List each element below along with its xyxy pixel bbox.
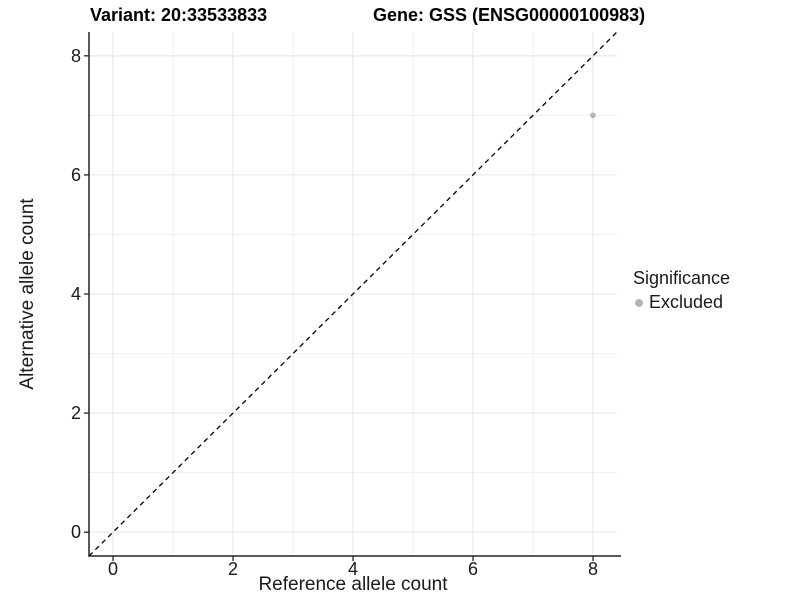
legend-entry: Excluded xyxy=(633,292,730,313)
legend: Significance Excluded xyxy=(633,268,730,313)
legend-title: Significance xyxy=(633,268,731,288)
y-tick-label: 8 xyxy=(70,45,81,66)
data-point xyxy=(590,112,596,119)
y-tick-label: 0 xyxy=(70,522,81,543)
x-tick-label: 8 xyxy=(587,559,598,579)
identity-line xyxy=(88,31,618,557)
x-tick-label: 4 xyxy=(347,559,358,579)
variant-title: Variant: 20:33533833 xyxy=(90,5,268,25)
x-axis-title: Reference allele count xyxy=(258,574,448,595)
x-tick-label: 6 xyxy=(467,559,478,579)
x-tick-label: 0 xyxy=(107,559,118,579)
legend-entries: Excluded xyxy=(633,292,730,313)
y-tick-label: 6 xyxy=(70,164,81,185)
y-axis-title: Alternative allele count xyxy=(17,198,38,390)
x-tick-label: 2 xyxy=(227,559,238,579)
gene-title: Gene: GSS (ENSG00000100983) xyxy=(373,5,646,25)
y-tick-label: 2 xyxy=(70,403,81,424)
legend-entry-label: Excluded xyxy=(649,292,724,312)
y-tick-label: 4 xyxy=(70,284,81,304)
legend-key-dot-icon xyxy=(635,298,643,307)
